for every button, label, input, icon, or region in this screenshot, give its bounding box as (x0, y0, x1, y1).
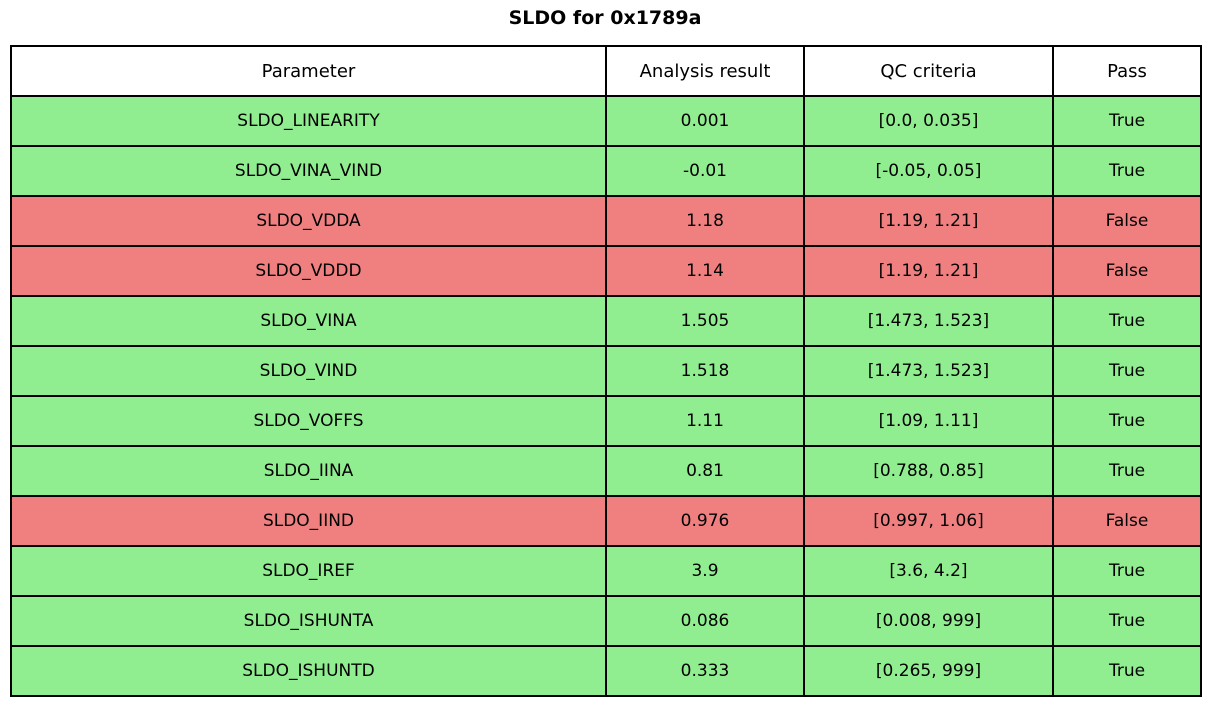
criteria-cell: [0.997, 1.06] (803, 495, 1054, 547)
result-cell: 1.18 (605, 195, 805, 247)
criteria-cell: [3.6, 4.2] (803, 545, 1054, 597)
criteria-cell: [1.09, 1.11] (803, 395, 1054, 447)
pass-cell: True (1052, 395, 1202, 447)
figure-title: SLDO for 0x1789a (508, 7, 702, 29)
result-cell: 1.11 (605, 395, 805, 447)
result-cell: 1.14 (605, 245, 805, 297)
header-parameter: Parameter (10, 45, 607, 97)
header-analysis-result: Analysis result (605, 45, 805, 97)
qc-results-table: Parameter Analysis result QC criteria Pa… (10, 45, 1202, 697)
pass-cell: False (1052, 495, 1202, 547)
pass-cell: True (1052, 95, 1202, 147)
table-row: SLDO_VOFFS 1.11 [1.09, 1.11] True (10, 395, 1202, 447)
table-header: Parameter Analysis result QC criteria Pa… (10, 45, 1202, 97)
pass-cell: True (1052, 645, 1202, 697)
parameter-cell: SLDO_VINA_VIND (10, 145, 607, 197)
table-row: SLDO_IREF 3.9 [3.6, 4.2] True (10, 545, 1202, 597)
table-row: SLDO_ISHUNTD 0.333 [0.265, 999] True (10, 645, 1202, 697)
parameter-cell: SLDO_IINA (10, 445, 607, 497)
pass-cell: True (1052, 595, 1202, 647)
criteria-cell: [1.19, 1.21] (803, 245, 1054, 297)
pass-cell: True (1052, 445, 1202, 497)
parameter-cell: SLDO_ISHUNTD (10, 645, 607, 697)
table-row: SLDO_ISHUNTA 0.086 [0.008, 999] True (10, 595, 1202, 647)
pass-cell: True (1052, 145, 1202, 197)
header-qc-criteria: QC criteria (803, 45, 1054, 97)
result-cell: 1.505 (605, 295, 805, 347)
table-row: SLDO_LINEARITY 0.001 [0.0, 0.035] True (10, 95, 1202, 147)
parameter-cell: SLDO_VOFFS (10, 395, 607, 447)
result-cell: 0.81 (605, 445, 805, 497)
parameter-cell: SLDO_VINA (10, 295, 607, 347)
pass-cell: False (1052, 245, 1202, 297)
result-cell: 3.9 (605, 545, 805, 597)
header-pass: Pass (1052, 45, 1202, 97)
pass-cell: True (1052, 345, 1202, 397)
result-cell: 0.001 (605, 95, 805, 147)
table-row: SLDO_VINA 1.505 [1.473, 1.523] True (10, 295, 1202, 347)
criteria-cell: [0.265, 999] (803, 645, 1054, 697)
table-row: SLDO_IIND 0.976 [0.997, 1.06] False (10, 495, 1202, 547)
table-body: SLDO_LINEARITY 0.001 [0.0, 0.035] True SLDO_… (10, 95, 1202, 697)
parameter-cell: SLDO_IREF (10, 545, 607, 597)
criteria-cell: [1.19, 1.21] (803, 195, 1054, 247)
result-cell: 0.976 (605, 495, 805, 547)
parameter-cell: SLDO_VIND (10, 345, 607, 397)
parameter-cell: SLDO_IIND (10, 495, 607, 547)
result-cell: 0.086 (605, 595, 805, 647)
pass-cell: True (1052, 295, 1202, 347)
result-cell: 1.518 (605, 345, 805, 397)
criteria-cell: [1.473, 1.523] (803, 345, 1054, 397)
parameter-cell: SLDO_VDDD (10, 245, 607, 297)
table-row: SLDO_VDDD 1.14 [1.19, 1.21] False (10, 245, 1202, 297)
table-row: SLDO_VIND 1.518 [1.473, 1.523] True (10, 345, 1202, 397)
criteria-cell: [1.473, 1.523] (803, 295, 1054, 347)
pass-cell: False (1052, 195, 1202, 247)
criteria-cell: [0.008, 999] (803, 595, 1054, 647)
result-cell: -0.01 (605, 145, 805, 197)
header-row: Parameter Analysis result QC criteria Pa… (10, 45, 1202, 97)
criteria-cell: [0.0, 0.035] (803, 95, 1054, 147)
criteria-cell: [-0.05, 0.05] (803, 145, 1054, 197)
parameter-cell: SLDO_ISHUNTA (10, 595, 607, 647)
result-cell: 0.333 (605, 645, 805, 697)
pass-cell: True (1052, 545, 1202, 597)
table-row: SLDO_IINA 0.81 [0.788, 0.85] True (10, 445, 1202, 497)
table-row: SLDO_VDDA 1.18 [1.19, 1.21] False (10, 195, 1202, 247)
criteria-cell: [0.788, 0.85] (803, 445, 1054, 497)
parameter-cell: SLDO_LINEARITY (10, 95, 607, 147)
parameter-cell: SLDO_VDDA (10, 195, 607, 247)
table-row: SLDO_VINA_VIND -0.01 [-0.05, 0.05] True (10, 145, 1202, 197)
